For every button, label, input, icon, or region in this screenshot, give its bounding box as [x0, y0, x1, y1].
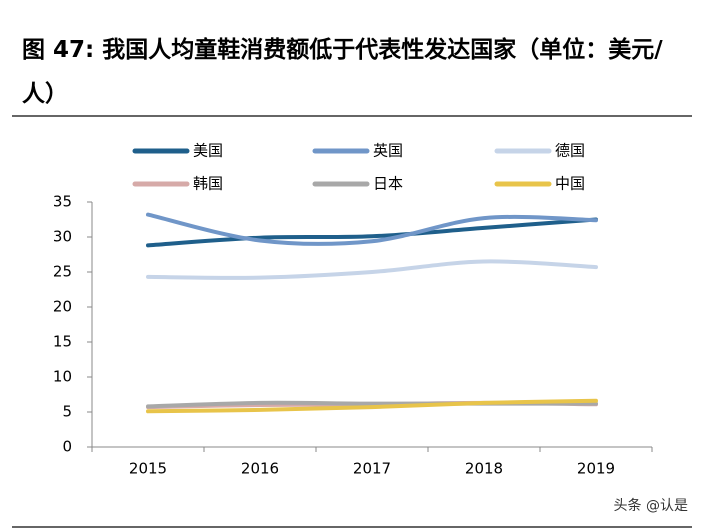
- y-tick-label: 30: [53, 228, 72, 246]
- legend-label: 中国: [555, 175, 585, 193]
- line: [146, 398, 598, 414]
- legend-label: 英国: [373, 142, 403, 160]
- y-tick-label: 20: [53, 298, 72, 316]
- y-tick-label: 15: [53, 333, 72, 351]
- x-tick-label: 2019: [577, 460, 615, 478]
- legend-label: 美国: [193, 142, 223, 160]
- legend-label: 德国: [555, 142, 585, 160]
- x-tick-label: 2015: [129, 460, 167, 478]
- y-tick-label: 5: [62, 403, 72, 421]
- x-tick-label: 2016: [241, 460, 279, 478]
- legend-label: 韩国: [193, 175, 223, 193]
- x-tick-label: 2018: [465, 460, 503, 478]
- y-tick-label: 25: [53, 263, 72, 281]
- line: [146, 212, 598, 246]
- line: [146, 217, 598, 248]
- line: [146, 259, 598, 280]
- watermark: 头条 @认是: [614, 497, 688, 514]
- x-tick-label: 2017: [353, 460, 391, 478]
- legend-label: 日本: [373, 175, 403, 193]
- y-tick-label: 10: [53, 368, 72, 386]
- chart-title: 图 47: 我国人均童鞋消费额低于代表性发达国家（单位：美元/人）: [22, 37, 663, 107]
- y-tick-label: 0: [62, 438, 72, 456]
- y-tick-label: 35: [53, 193, 72, 211]
